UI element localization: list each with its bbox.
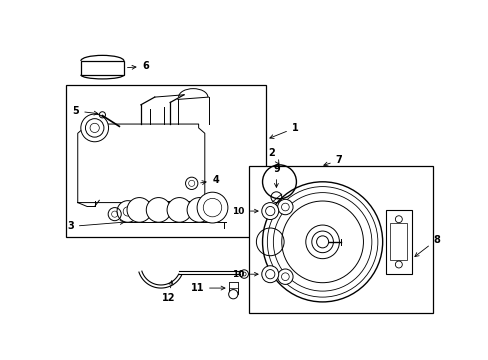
Bar <box>228 282 238 288</box>
Circle shape <box>81 114 108 142</box>
Text: 8: 8 <box>414 235 440 257</box>
Circle shape <box>197 192 227 223</box>
Bar <box>66 85 266 237</box>
Text: 9: 9 <box>272 164 279 187</box>
Bar <box>385 210 411 274</box>
Circle shape <box>316 236 328 248</box>
Text: 7: 7 <box>323 155 342 166</box>
Circle shape <box>262 182 382 302</box>
Text: 6: 6 <box>127 61 149 71</box>
Circle shape <box>261 266 278 283</box>
Circle shape <box>261 203 278 220</box>
Circle shape <box>277 269 292 284</box>
Text: 1: 1 <box>269 123 298 139</box>
Circle shape <box>187 198 211 222</box>
Bar <box>248 166 432 313</box>
Bar <box>389 223 407 260</box>
Circle shape <box>146 198 171 222</box>
Text: 10: 10 <box>232 270 258 279</box>
Text: 10: 10 <box>232 207 258 216</box>
Bar <box>228 282 238 294</box>
Text: 5: 5 <box>72 106 98 116</box>
Circle shape <box>228 289 238 299</box>
Text: 2: 2 <box>268 148 279 164</box>
Text: 3: 3 <box>67 221 124 231</box>
Circle shape <box>127 198 151 222</box>
Circle shape <box>167 198 191 222</box>
Circle shape <box>277 199 292 215</box>
Text: 12: 12 <box>162 281 175 303</box>
Circle shape <box>117 201 138 222</box>
Text: 4: 4 <box>200 175 219 185</box>
Text: 11: 11 <box>190 283 224 293</box>
Bar <box>81 61 123 75</box>
Circle shape <box>305 225 339 259</box>
